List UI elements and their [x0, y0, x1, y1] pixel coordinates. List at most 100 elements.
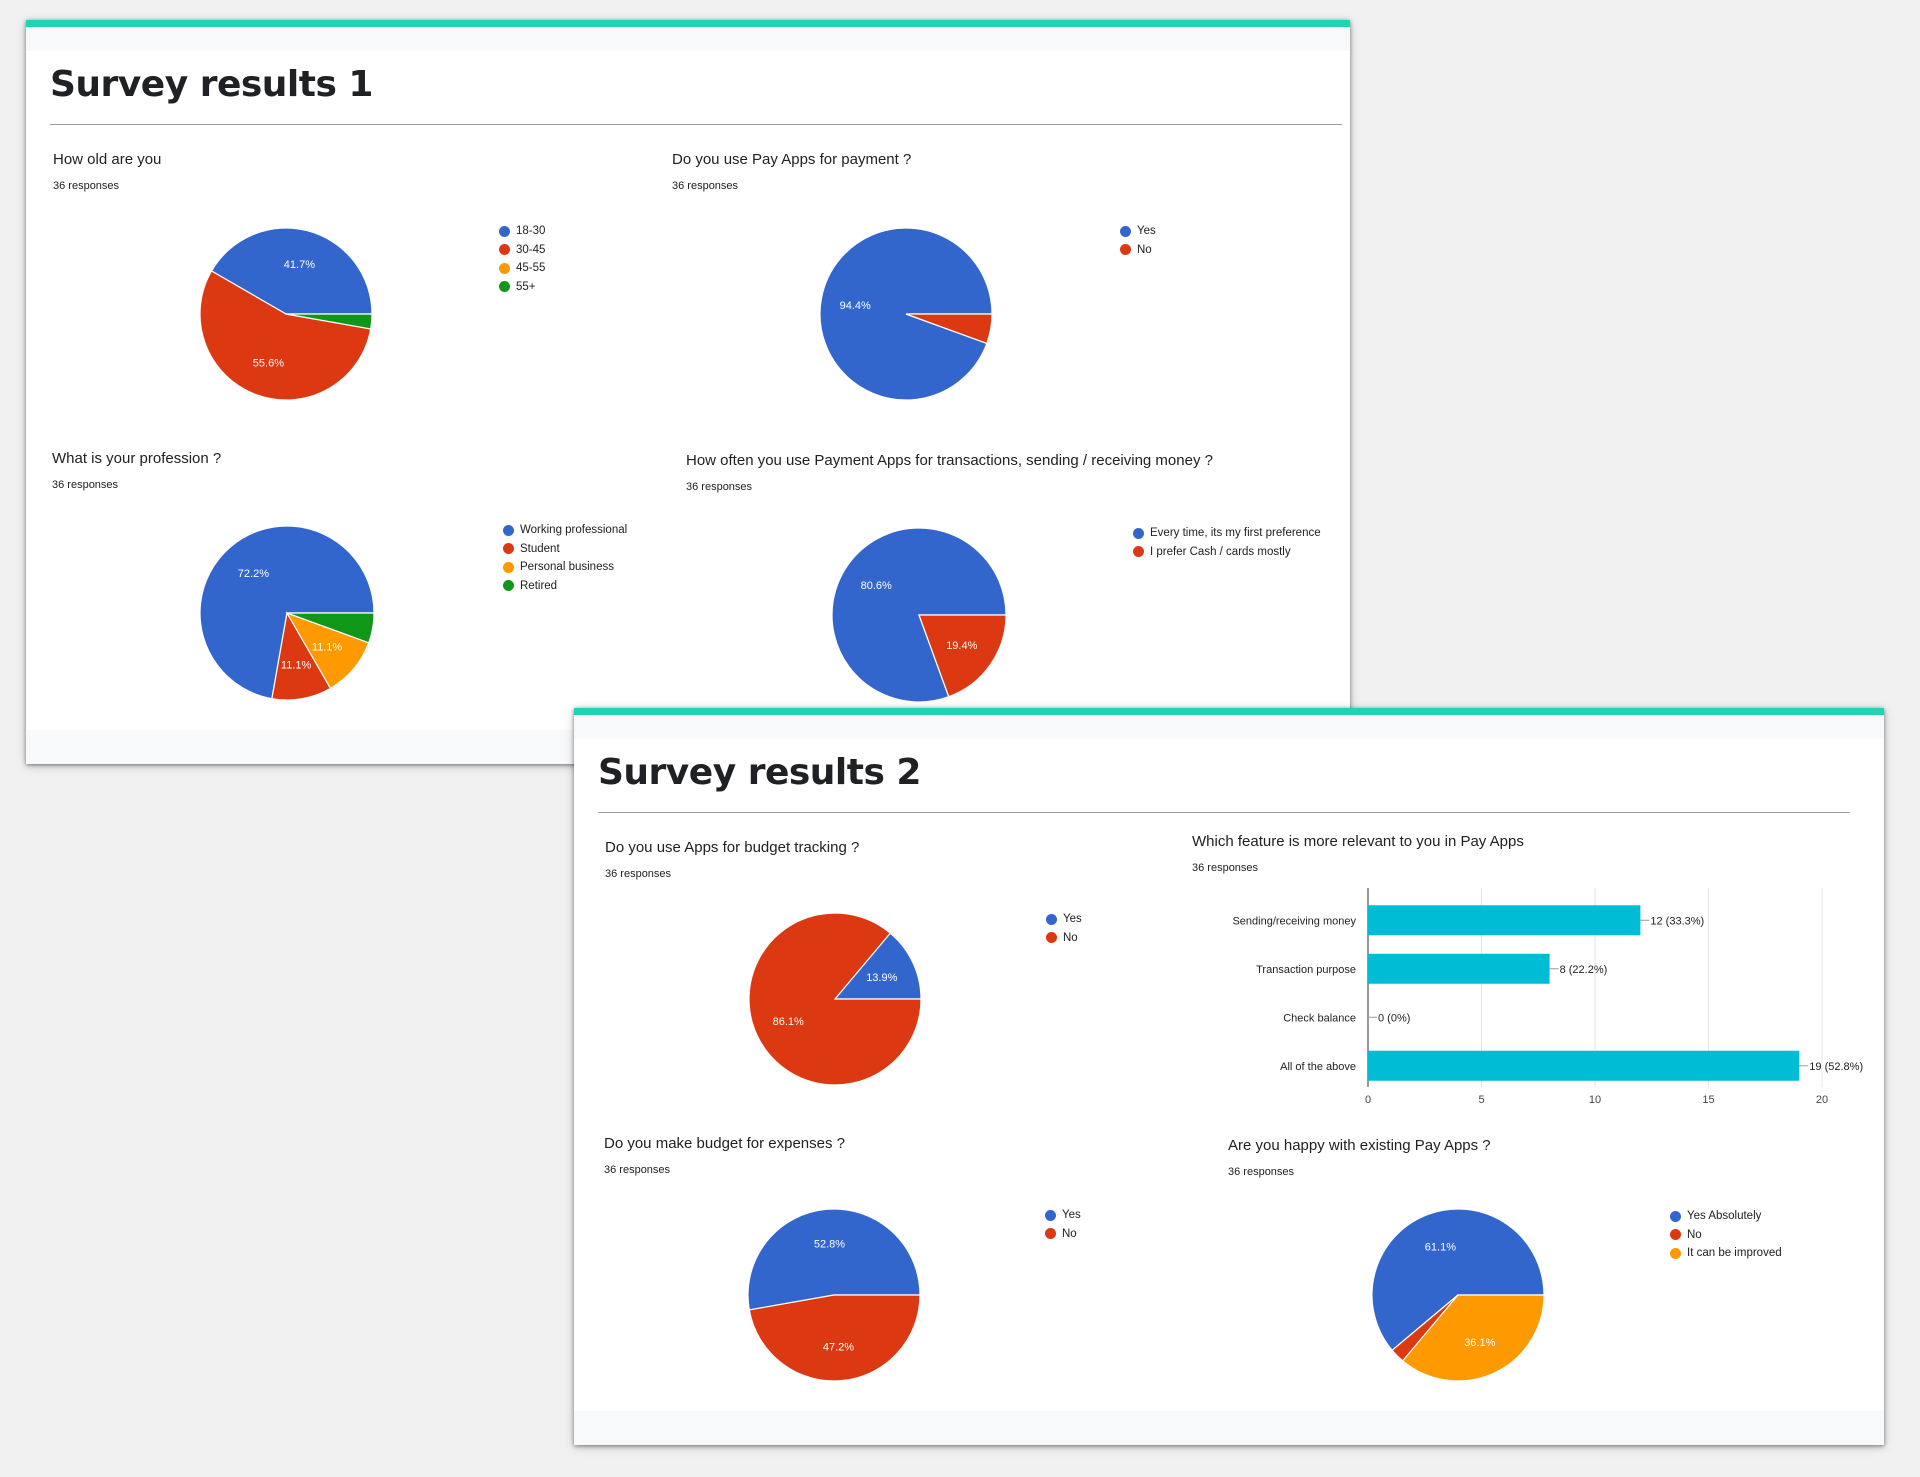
pie-label-working-professional: 72.2%	[238, 568, 269, 580]
legend-swatch	[503, 561, 514, 573]
x-tick-label: 15	[1702, 1094, 1714, 1106]
legend-item-i-prefer-cash-cards-mostly: I prefer Cash / cards mostly	[1133, 543, 1321, 562]
legend-swatch	[503, 580, 514, 592]
question-text: Do you use Apps for budget tracking ?	[605, 839, 860, 856]
legend-item-no: No	[1670, 1226, 1782, 1245]
legend-swatch	[1120, 244, 1131, 256]
legend-item-yes: Yes	[1046, 910, 1082, 929]
bar-all-of-the-above	[1368, 1050, 1800, 1081]
bar-chart-feature: 0 5 10 15 20 Sending/receiving money 12 (33.3%…	[1232, 888, 1863, 1106]
legend-label: Working professional	[520, 524, 628, 537]
legend-label: Personal business	[520, 561, 614, 574]
pie-chart-profession: 72.2% 11.1%11.1%	[199, 525, 375, 701]
bar-sending-receiving-money	[1368, 905, 1641, 936]
legend-item-every-time-its-my-first-preference: Every time, its my first preference	[1133, 524, 1321, 543]
pie-slice-30-45	[199, 270, 372, 401]
legend-item-no: No	[1120, 241, 1156, 260]
question-text: Do you use Pay Apps for payment ?	[672, 151, 912, 168]
legend-label: No	[1063, 931, 1078, 944]
legend-item-18-30: 18-30	[499, 222, 545, 241]
legend-item-working-professional: Working professional	[503, 521, 627, 540]
pie-slice-it-can-be-improved	[1401, 1294, 1545, 1382]
card-accent-bar	[26, 20, 1350, 27]
legend-label: Yes	[1063, 913, 1082, 926]
question-text: Do you make budget for expenses ?	[604, 1135, 845, 1152]
pie-chart-happy: 61.1% 36.1%	[1371, 1208, 1545, 1382]
pie-label-personal-business: 11.1%	[312, 642, 343, 654]
legend-item-yes: Yes	[1045, 1206, 1081, 1225]
x-tick-label: 20	[1816, 1094, 1828, 1106]
legend-label: Student	[520, 542, 560, 555]
pie-chart-age: 41.7% 55.6%	[199, 227, 373, 401]
pie-slice-no	[748, 912, 922, 1086]
title-divider	[598, 812, 1850, 813]
legend-budget-tracking: Yes No	[1046, 910, 1082, 947]
pie-label-no: 86.1%	[773, 1016, 804, 1028]
category-label-sending-receiving-money: Sending/receiving money	[1232, 915, 1356, 927]
card-accent-bar	[574, 708, 1884, 715]
question-text: What is your profession ?	[52, 450, 222, 467]
legend-item-45-55: 45-55	[499, 259, 545, 278]
legend-swatch	[499, 244, 510, 256]
pie-label-every-time-its-my-first-preference: 80.6%	[861, 580, 892, 592]
legend-label: No	[1687, 1228, 1702, 1241]
question-text: How often you use Payment Apps for trans…	[686, 452, 1213, 469]
pie-slice-yes-absolutely	[1371, 1208, 1545, 1352]
legend-swatch	[499, 262, 510, 274]
legend-item-30-45: 30-45	[499, 241, 545, 260]
title-divider	[50, 124, 1342, 125]
legend-swatch	[503, 543, 514, 555]
x-tick-label: 10	[1589, 1094, 1601, 1106]
pie-slice-55	[285, 313, 373, 330]
legend-label: I prefer Cash / cards mostly	[1150, 545, 1291, 558]
legend-item-no: No	[1045, 1225, 1081, 1244]
response-count: 36 responses	[672, 180, 739, 192]
legend-swatch	[1670, 1210, 1681, 1222]
legend-label: 55+	[516, 280, 536, 293]
legend-swatch	[1120, 225, 1131, 237]
bar-transaction-purpose	[1368, 953, 1550, 984]
card-footer	[574, 1411, 1884, 1445]
category-label-transaction-purpose: Transaction purpose	[1256, 964, 1356, 976]
survey-card-1: Survey results 1 How old are you 36 resp…	[26, 20, 1350, 764]
legend-item-yes: Yes	[1120, 222, 1156, 241]
legend-label: Yes	[1062, 1209, 1081, 1222]
legend-label: 18-30	[516, 225, 546, 238]
response-count: 36 responses	[1228, 1166, 1295, 1178]
legend-label: Yes	[1137, 225, 1156, 238]
legend-swatch	[499, 225, 510, 237]
data-label-check-balance: 0 (0%)	[1378, 1012, 1410, 1024]
legend-swatch	[1046, 932, 1057, 944]
legend-item-55: 55+	[499, 278, 545, 297]
legend-item-it-can-be-improved: It can be improved	[1670, 1244, 1782, 1263]
pie-slice-yes	[833, 932, 922, 1000]
legend-profession: Working professional Student Personal busi…	[503, 521, 627, 595]
survey-card-2: Survey results 2 Do you use Apps for bud…	[574, 708, 1884, 1445]
card-title: Survey results 1	[50, 64, 373, 105]
pie-slice-no	[905, 313, 993, 345]
pie-label-yes-absolutely: 61.1%	[1425, 1242, 1456, 1254]
data-label-transaction-purpose: 8 (22.2%)	[1560, 964, 1608, 976]
question-text: Which feature is more relevant to you in…	[1192, 833, 1524, 850]
legend-label: Yes Absolutely	[1687, 1210, 1762, 1223]
pie-label-yes: 94.4%	[840, 300, 871, 312]
response-count: 36 responses	[53, 180, 120, 192]
response-count: 36 responses	[1192, 862, 1259, 874]
response-count: 36 responses	[605, 868, 672, 880]
pie-slice-yes	[747, 1208, 921, 1311]
legend-age: 18-30 30-45 45-55 55+	[499, 222, 545, 296]
legend-item-yes-absolutely: Yes Absolutely	[1670, 1207, 1782, 1226]
pie-slice-every-time-its-my-first-preference	[831, 527, 1007, 703]
category-label-all-of-the-above: All of the above	[1280, 1061, 1356, 1073]
x-tick-label: 0	[1365, 1094, 1371, 1106]
legend-swatch	[1670, 1247, 1681, 1259]
legend-swatch	[1670, 1229, 1681, 1241]
legend-label: No	[1137, 243, 1152, 256]
pie-label-student: 11.1%	[281, 659, 312, 671]
legend-swatch	[1045, 1209, 1056, 1221]
pie-label-30-45: 55.6%	[253, 358, 284, 370]
legend-label: 30-45	[516, 243, 546, 256]
pie-label-yes: 13.9%	[866, 972, 897, 984]
legend-item-student: Student	[503, 540, 627, 559]
legend-swatch	[503, 524, 514, 536]
